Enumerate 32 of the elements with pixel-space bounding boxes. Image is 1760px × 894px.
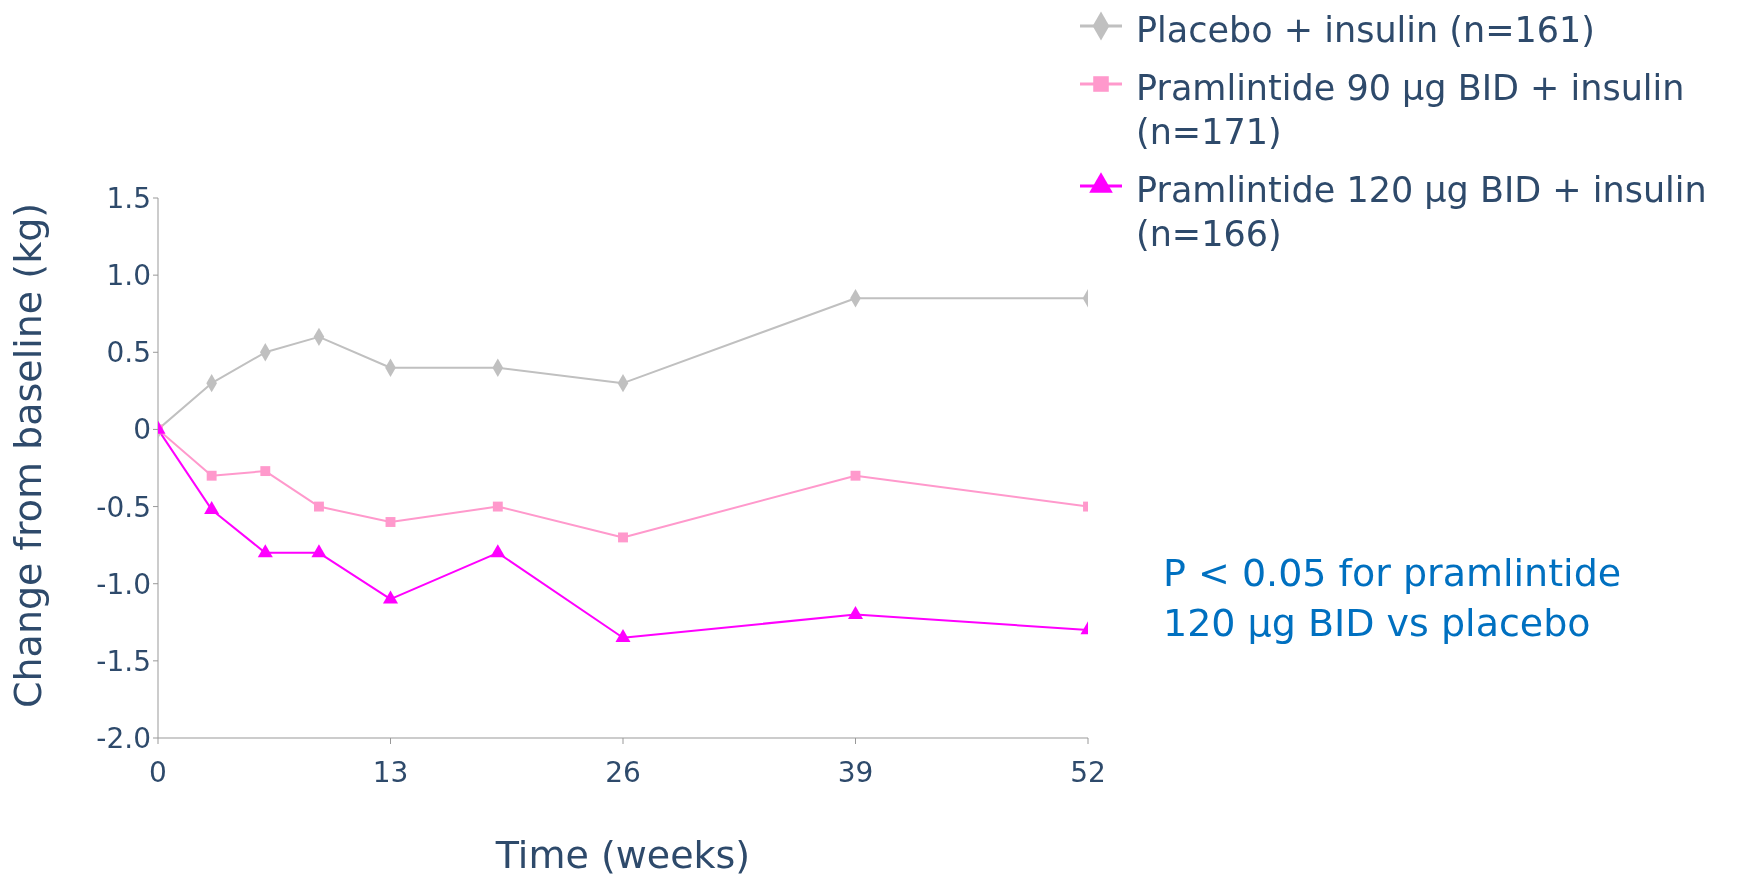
y-tick-label: 0 xyxy=(133,413,151,447)
y-tick-label: -2.0 xyxy=(96,721,151,755)
point xyxy=(850,470,861,481)
point xyxy=(847,605,864,619)
x-tick-label: 52 xyxy=(1070,755,1106,789)
point xyxy=(311,544,327,558)
point xyxy=(492,501,503,512)
point xyxy=(260,466,271,477)
x-tick-label: 13 xyxy=(372,755,409,789)
point xyxy=(314,501,324,512)
point xyxy=(490,544,506,558)
point xyxy=(257,544,273,558)
point xyxy=(618,532,628,543)
y-tick-label: 1.5 xyxy=(106,181,151,215)
y-tick-label: -1.0 xyxy=(96,567,151,601)
point xyxy=(206,470,217,481)
text: P < 0.05 for pramlintide 120 μg BID vs placebo xyxy=(1163,550,1623,647)
legend-label: Placebo + insulin (n=161) xyxy=(1136,9,1595,52)
point xyxy=(385,517,396,527)
x-tick-label: 39 xyxy=(837,755,874,789)
x-tick-label: 26 xyxy=(605,755,641,789)
y-axis-title: Change from baseline (kg) xyxy=(6,202,51,708)
point xyxy=(382,590,399,604)
point xyxy=(204,500,220,514)
x-axis-title: Time (weeks) xyxy=(494,833,751,877)
y-tick-label: -0.5 xyxy=(96,490,151,524)
y-tick-label: 1.0 xyxy=(106,259,151,293)
y-tick-label: 0.5 xyxy=(106,336,151,370)
legend-label: Pramlintide 90 μg BID + insulin (n=171) xyxy=(1136,67,1686,154)
legend-label: Pramlintide 120 μg BID + insulin (n=166) xyxy=(1136,169,1708,256)
y-tick-label: -1.5 xyxy=(96,644,151,678)
point xyxy=(615,629,631,643)
